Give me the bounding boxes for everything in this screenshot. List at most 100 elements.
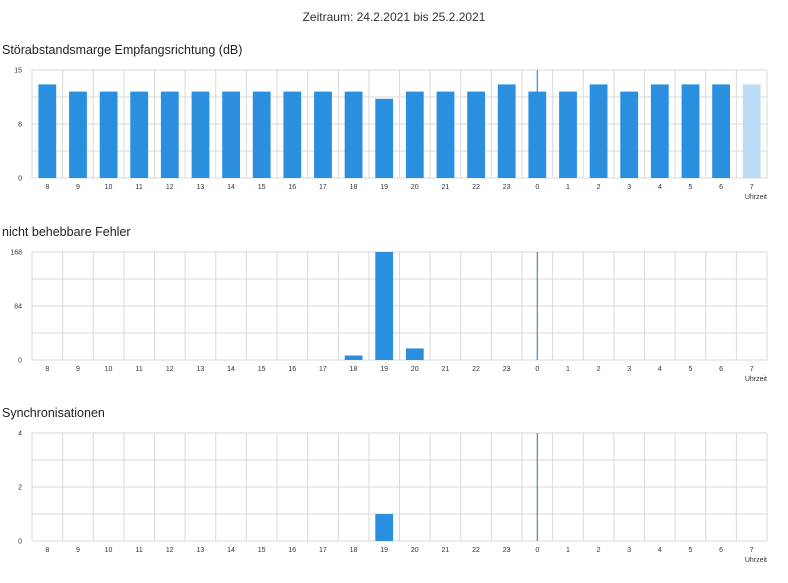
bar[interactable]	[559, 91, 577, 178]
x-tick-label: 19	[380, 366, 388, 373]
bar[interactable]	[375, 514, 394, 541]
y-tick-label: 0	[18, 358, 22, 365]
x-tick-label: 15	[258, 184, 266, 191]
x-tick-label: 14	[227, 184, 235, 191]
x-axis-label: Uhrzeit	[745, 194, 767, 201]
x-tick-label: 18	[350, 547, 358, 554]
x-tick-label: 17	[319, 184, 327, 191]
y-tick-label: 168	[10, 250, 22, 257]
bar[interactable]	[69, 91, 87, 178]
bar[interactable]	[467, 91, 485, 178]
x-tick-label: 0	[535, 547, 539, 554]
x-tick-label: 18	[350, 184, 358, 191]
bar[interactable]	[375, 98, 394, 178]
bar[interactable]	[742, 84, 761, 178]
bar[interactable]	[589, 84, 608, 178]
bar[interactable]	[252, 91, 271, 178]
x-tick-label: 19	[380, 547, 388, 554]
x-tick-label: 0	[535, 366, 539, 373]
x-tick-label: 7	[750, 184, 754, 191]
x-tick-label: 4	[658, 366, 662, 373]
bar[interactable]	[99, 91, 118, 178]
x-tick-label: 8	[45, 547, 49, 554]
x-tick-label: 12	[166, 184, 174, 191]
x-tick-label: 22	[472, 547, 480, 554]
bar[interactable]	[650, 84, 669, 178]
x-tick-label: 7	[750, 366, 754, 373]
y-tick-label: 0	[18, 176, 22, 183]
x-axis-label: Uhrzeit	[745, 376, 767, 383]
x-tick-label: 1	[566, 366, 570, 373]
bar[interactable]	[405, 91, 424, 178]
x-tick-label: 9	[76, 366, 80, 373]
x-tick-label: 15	[258, 547, 266, 554]
errors-chart-title: nicht behebbare Fehler	[2, 225, 131, 239]
x-tick-label: 11	[136, 184, 143, 191]
bar[interactable]	[130, 91, 149, 178]
x-tick-label: 4	[658, 547, 662, 554]
x-tick-label: 10	[105, 547, 113, 554]
x-tick-label: 4	[658, 184, 662, 191]
x-tick-label: 23	[503, 547, 511, 554]
x-tick-label: 12	[166, 366, 174, 373]
x-tick-label: 2	[597, 366, 601, 373]
x-tick-label: 11	[136, 366, 143, 373]
x-tick-label: 2	[597, 184, 601, 191]
x-tick-label: 12	[166, 547, 174, 554]
x-tick-label: 16	[288, 366, 296, 373]
period-label: Zeitraum: 24.2.2021 bis 25.2.2021	[302, 10, 486, 24]
x-tick-label: 15	[258, 366, 266, 373]
bar[interactable]	[712, 84, 730, 178]
bar[interactable]	[222, 91, 240, 178]
bar[interactable]	[191, 91, 210, 178]
sync-chart-title: Synchronisationen	[2, 406, 105, 420]
bar[interactable]	[344, 355, 363, 361]
bar[interactable]	[283, 91, 302, 178]
bar[interactable]	[497, 84, 516, 178]
x-tick-label: 19	[380, 184, 388, 191]
x-tick-label: 20	[411, 547, 419, 554]
bar[interactable]	[405, 348, 424, 360]
x-tick-label: 9	[76, 547, 80, 554]
x-tick-label: 10	[105, 184, 113, 191]
bar[interactable]	[344, 91, 363, 178]
x-tick-label: 6	[719, 366, 723, 373]
y-tick-label: 2	[18, 485, 22, 492]
x-tick-label: 5	[688, 184, 692, 191]
x-tick-label: 22	[472, 184, 480, 191]
x-tick-label: 0	[535, 184, 539, 191]
x-tick-label: 6	[719, 184, 723, 191]
y-tick-label: 84	[14, 304, 22, 311]
x-tick-label: 17	[319, 547, 327, 554]
x-tick-label: 1	[566, 547, 570, 554]
bar[interactable]	[436, 91, 455, 178]
x-tick-label: 11	[136, 547, 143, 554]
x-tick-label: 8	[45, 366, 49, 373]
y-tick-label: 4	[18, 431, 22, 438]
x-tick-label: 7	[750, 547, 754, 554]
bar[interactable]	[38, 84, 57, 178]
x-tick-label: 3	[627, 366, 631, 373]
x-tick-label: 23	[503, 184, 511, 191]
bar[interactable]	[620, 91, 639, 178]
bar[interactable]	[681, 84, 700, 178]
x-tick-label: 20	[411, 184, 419, 191]
x-tick-label: 13	[197, 547, 205, 554]
x-tick-label: 21	[442, 547, 450, 554]
y-tick-label: 0	[18, 539, 22, 546]
x-tick-label: 20	[411, 366, 419, 373]
x-tick-label: 16	[288, 184, 296, 191]
x-tick-label: 21	[442, 184, 450, 191]
x-tick-label: 2	[597, 547, 601, 554]
bar[interactable]	[160, 91, 179, 178]
x-tick-label: 8	[45, 184, 49, 191]
bar[interactable]	[314, 91, 332, 178]
x-tick-label: 6	[719, 547, 723, 554]
bar[interactable]	[375, 252, 394, 360]
x-tick-label: 1	[566, 184, 570, 191]
x-tick-label: 5	[688, 547, 692, 554]
y-tick-label: 8	[18, 122, 22, 129]
x-tick-label: 14	[227, 547, 235, 554]
